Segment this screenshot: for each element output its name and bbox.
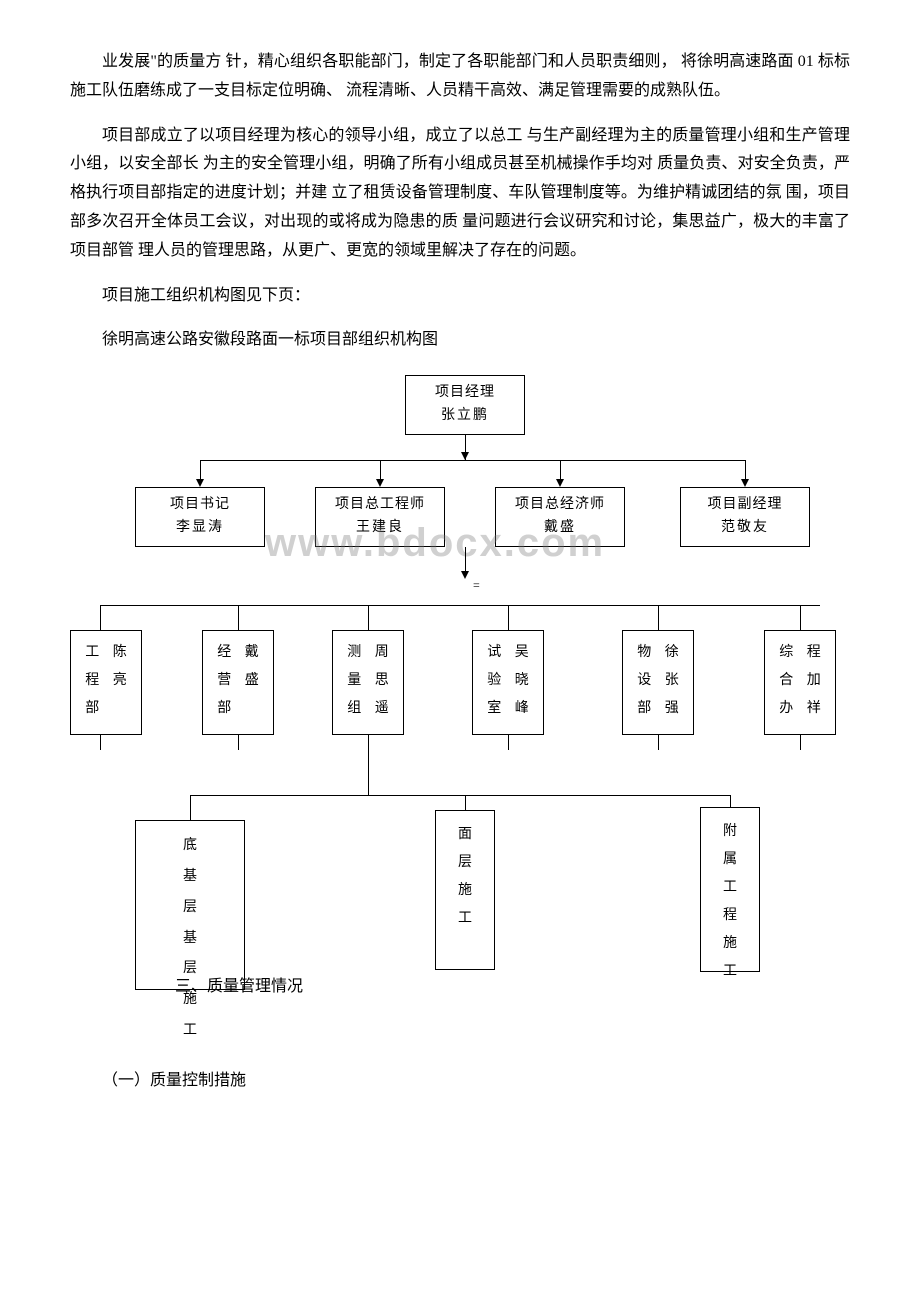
connector xyxy=(508,735,509,750)
connector xyxy=(800,605,801,630)
dept-general: 综合办 程加祥 xyxy=(764,630,836,735)
node-title: 项目总工程师 xyxy=(316,488,444,516)
dept-label: 综合办 xyxy=(778,639,794,723)
arrow-icon xyxy=(556,479,564,487)
node-name: 范敬友 xyxy=(681,517,809,545)
team-text: 面层施工 xyxy=(446,821,484,933)
equals-mark: = xyxy=(473,575,480,597)
dept-person: 戴盛 xyxy=(244,639,260,695)
org-chart: 项目经理 张立鹏 项目书记 李显涛 项目总工程师 王建良 项目总经济师 戴盛 项… xyxy=(70,375,850,1075)
connector xyxy=(238,735,239,750)
node-chief-engineer: 项目总工程师 王建良 xyxy=(315,487,445,547)
team-base-layer: 底基层基层施工 xyxy=(135,820,245,990)
node-deputy-manager: 项目副经理 范敬友 xyxy=(680,487,810,547)
team-text: 底基层基层施工 xyxy=(146,831,234,1047)
node-project-manager: 项目经理 张立鹏 xyxy=(405,375,525,435)
section-3-heading: 三、质量管理情况 xyxy=(175,973,303,1002)
node-title: 项目副经理 xyxy=(681,488,809,516)
team-surface-layer: 面层施工 xyxy=(435,810,495,970)
connector xyxy=(658,735,659,750)
dept-material: 物设部 徐张强 xyxy=(622,630,694,735)
connector xyxy=(368,605,369,630)
node-name: 王建良 xyxy=(316,517,444,545)
dept-person: 周思遥 xyxy=(374,639,390,723)
dept-label: 物设部 xyxy=(636,639,652,723)
node-title: 项目经理 xyxy=(406,376,524,404)
connector xyxy=(100,605,101,630)
connector xyxy=(508,605,509,630)
dept-label: 测量组 xyxy=(346,639,362,723)
node-chief-economist: 项目总经济师 戴盛 xyxy=(495,487,625,547)
connector xyxy=(100,735,101,750)
connector xyxy=(100,605,820,606)
node-name: 张立鹏 xyxy=(406,405,524,433)
dept-person: 徐张强 xyxy=(664,639,680,723)
arrow-icon xyxy=(196,479,204,487)
connector xyxy=(238,605,239,630)
dept-person: 陈亮 xyxy=(112,639,128,695)
dept-person: 吴晓峰 xyxy=(514,639,530,723)
connector xyxy=(190,795,191,820)
dept-label: 工程部 xyxy=(84,639,100,723)
paragraph-1: 业发展"的质量方 针，精心组织各职能部门，制定了各职能部门和人员职责细则， 将徐… xyxy=(70,48,850,106)
dept-label: 经营部 xyxy=(216,639,232,723)
dept-lab: 试验室 吴晓峰 xyxy=(472,630,544,735)
connector xyxy=(200,460,745,461)
arrow-icon xyxy=(461,571,469,579)
connector xyxy=(658,605,659,630)
dept-person: 程加祥 xyxy=(806,639,822,723)
dept-business: 经营部 戴盛 xyxy=(202,630,274,735)
paragraph-3: 项目施工组织机构图见下页： xyxy=(70,282,850,311)
arrow-icon xyxy=(461,452,469,460)
node-title: 项目书记 xyxy=(136,488,264,516)
connector xyxy=(368,735,369,795)
team-ancillary: 附属工程施工 xyxy=(700,807,760,972)
dept-survey: 测量组 周思遥 xyxy=(332,630,404,735)
team-text: 附属工程施工 xyxy=(711,818,749,986)
connector xyxy=(800,735,801,750)
node-title: 项目总经济师 xyxy=(496,488,624,516)
arrow-icon xyxy=(741,479,749,487)
node-name: 李显涛 xyxy=(136,517,264,545)
dept-engineering: 工程部 陈亮 xyxy=(70,630,142,735)
node-name: 戴盛 xyxy=(496,517,624,545)
node-secretary: 项目书记 李显涛 xyxy=(135,487,265,547)
arrow-icon xyxy=(376,479,384,487)
chart-title: 徐明高速公路安徽段路面一标项目部组织机构图 xyxy=(70,326,850,355)
connector xyxy=(190,795,730,796)
dept-label: 试验室 xyxy=(486,639,502,723)
paragraph-2: 项目部成立了以项目经理为核心的领导小组，成立了以总工 与生产副经理为主的质量管理… xyxy=(70,122,850,266)
